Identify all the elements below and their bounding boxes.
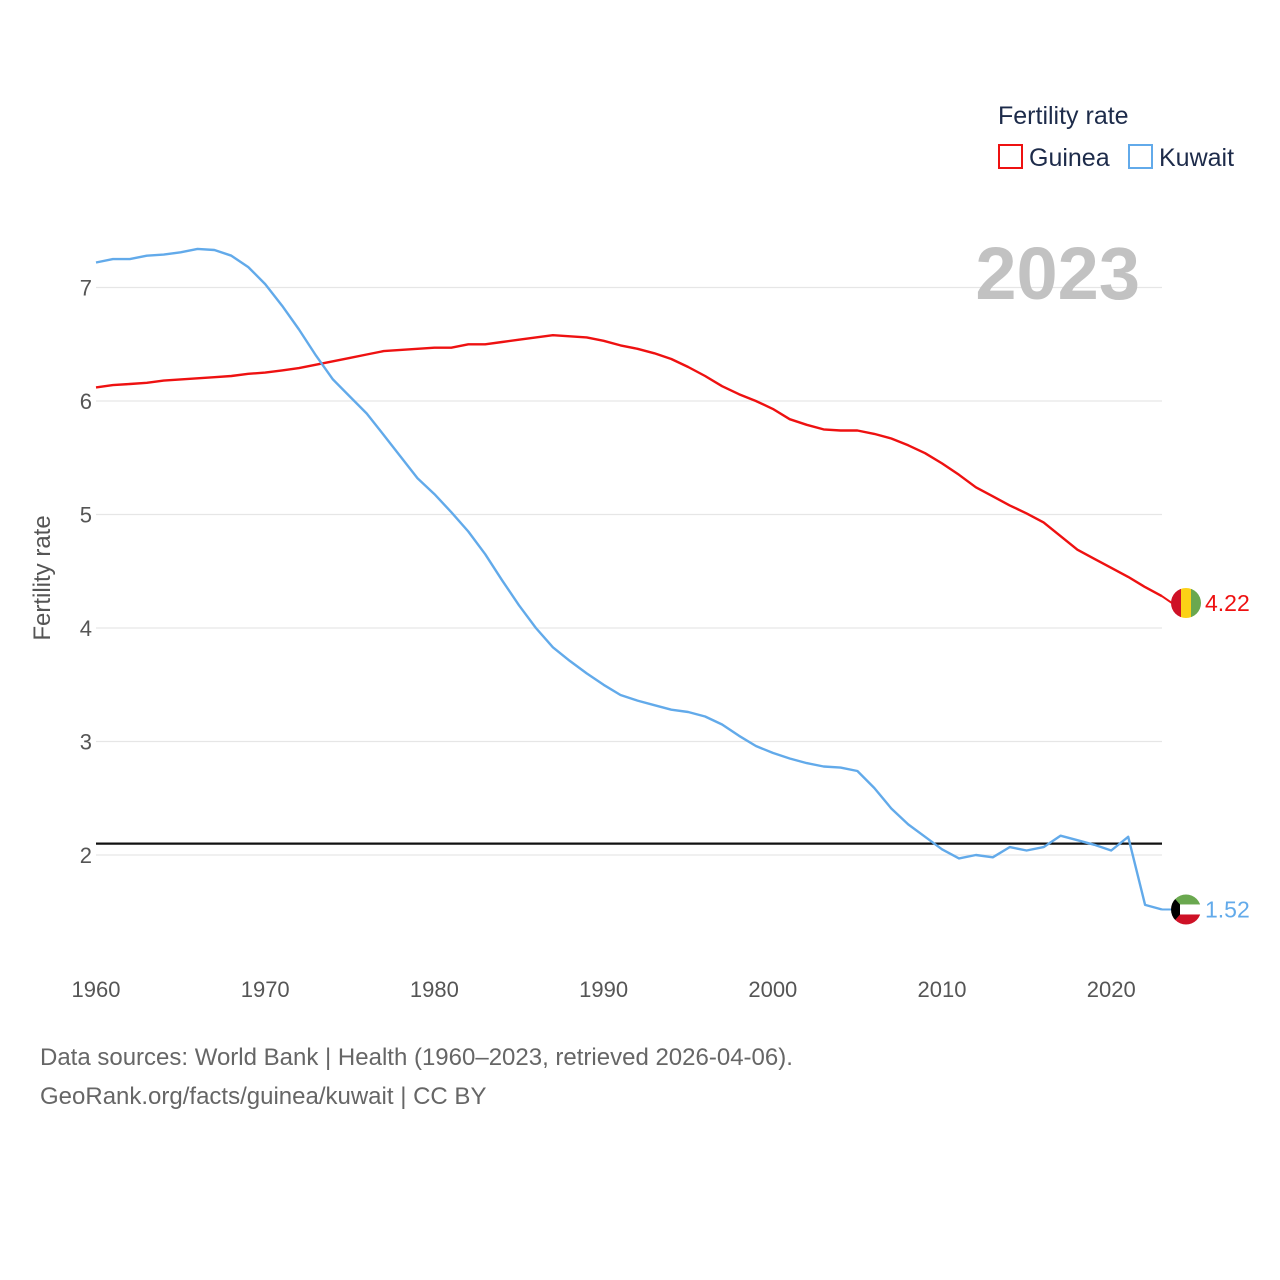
flag-kuwait-icon — [1171, 894, 1201, 925]
x-tick-label: 1990 — [579, 977, 628, 1002]
series-end-labels: 4.22 1.52 — [1161, 588, 1250, 925]
legend-swatch-kuwait — [1128, 144, 1153, 169]
flag-guinea-icon — [1171, 588, 1201, 619]
x-axis: 1960 1970 1980 1990 2000 2010 2020 — [72, 977, 1136, 1002]
series-line-guinea — [95, 334, 1163, 598]
legend-label-kuwait: Kuwait — [1159, 144, 1234, 172]
footer-credit: GeoRank.org/facts/guinea/kuwait | CC BY — [40, 1083, 487, 1110]
x-tick-label: 2010 — [918, 977, 967, 1002]
y-tick-label: 2 — [80, 843, 92, 868]
legend: Fertility rate Guinea Kuwait — [998, 102, 1234, 172]
end-value-guinea: 4.22 — [1205, 590, 1250, 616]
x-tick-label: 1970 — [241, 977, 290, 1002]
end-value-kuwait: 1.52 — [1205, 896, 1250, 922]
y-axis-label: Fertility rate — [29, 515, 56, 640]
footer-source: Data sources: World Bank | Health (1960–… — [40, 1044, 793, 1071]
legend-label-guinea: Guinea — [1029, 144, 1110, 172]
end-connector-guinea — [1161, 595, 1173, 604]
current-year-label: 2023 — [975, 232, 1140, 315]
x-tick-label: 2000 — [748, 977, 797, 1002]
y-axis: 2 3 4 5 6 7 — [80, 276, 92, 869]
y-tick-label: 7 — [80, 276, 92, 301]
y-tick-label: 6 — [80, 389, 92, 414]
y-tick-label: 4 — [80, 616, 92, 641]
series-lines — [95, 247, 1163, 911]
y-tick-label: 3 — [80, 730, 92, 755]
series-line-kuwait — [95, 247, 1163, 911]
legend-title: Fertility rate — [998, 102, 1129, 130]
y-tick-label: 5 — [80, 503, 92, 528]
legend-swatch-guinea — [998, 144, 1023, 169]
x-tick-label: 1960 — [72, 977, 121, 1002]
fertility-rate-chart: 2 3 4 5 6 7 1960 1970 1980 1990 2000 2010 2020 Fert… — [29, 102, 1250, 1002]
x-tick-label: 1980 — [410, 977, 459, 1002]
x-tick-label: 2020 — [1087, 977, 1136, 1002]
